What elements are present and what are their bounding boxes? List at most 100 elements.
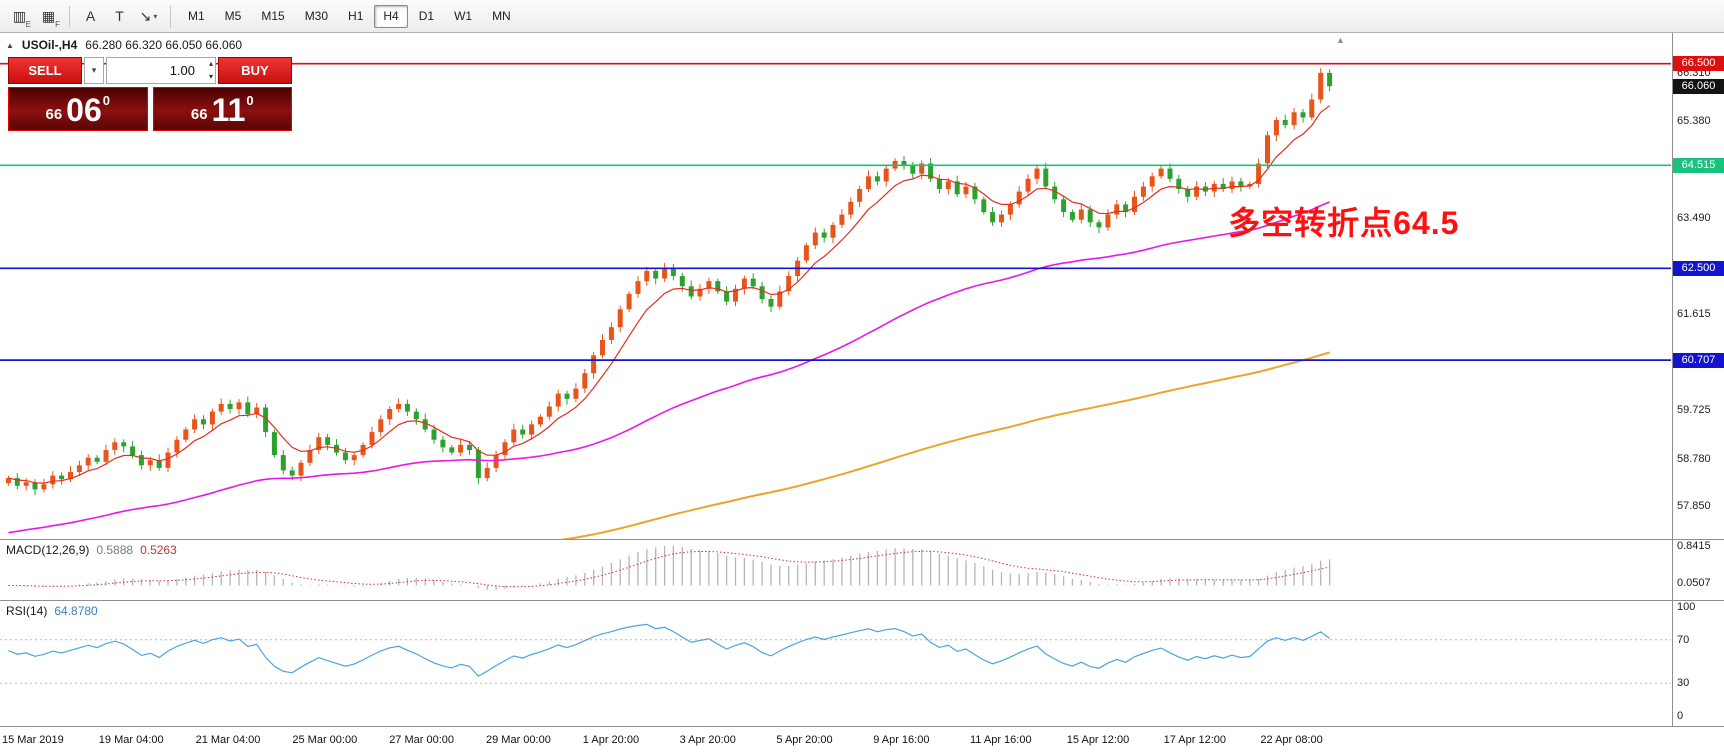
candle-body	[1167, 168, 1173, 179]
rsi-panel: RSI(14) 64.8780 100 70 30 0	[0, 601, 1724, 727]
candle-body	[413, 411, 419, 420]
main-price-axis: 66.310 65.380 63.490 61.615 59.725 58.780 57.8…	[1672, 33, 1724, 539]
candle-body	[1034, 168, 1040, 179]
candle-body	[147, 460, 153, 466]
candle-body	[76, 465, 82, 472]
main-chart-plot[interactable]: ▲ USOil-,H4 66.280 66.320 66.050 66.060 …	[0, 33, 1672, 539]
candle-body	[85, 457, 91, 466]
candle-body	[5, 478, 11, 484]
candle-body	[1016, 191, 1022, 205]
candle-body	[555, 393, 561, 407]
timeframe-m30[interactable]: M30	[304, 9, 329, 23]
ma-slow-orange	[560, 351, 1330, 539]
candle-body	[1238, 181, 1244, 187]
candle-body	[1069, 212, 1075, 220]
candle-body	[803, 245, 809, 261]
candle-body	[546, 406, 552, 417]
time-label: 15 Mar 2019	[2, 734, 64, 746]
candle-body	[1052, 186, 1058, 200]
time-label: 9 Apr 16:00	[873, 734, 930, 746]
volume-input[interactable]	[107, 58, 215, 83]
candle-body	[493, 455, 499, 468]
macd-main-value: 0.5888	[96, 543, 134, 557]
candle-body	[458, 444, 464, 453]
timeframe-m1[interactable]: M1	[188, 9, 205, 23]
sell-button[interactable]: SELL	[8, 57, 82, 84]
candle-body	[218, 403, 224, 412]
time-axis[interactable]: 15 Mar 2019 19 Mar 04:00 21 Mar 04:00 25 Ma…	[0, 727, 1724, 755]
text-box-icon[interactable]: T	[106, 4, 133, 28]
time-label: 22 Apr 08:00	[1260, 734, 1323, 746]
candle-body	[351, 455, 357, 461]
indicator-grid-icon[interactable]: ▦ F	[41, 7, 60, 30]
ma-fast-red	[8, 105, 1330, 484]
candle-body	[972, 186, 978, 200]
buy-quote[interactable]: 66 11 0	[152, 87, 292, 131]
candle-body	[298, 462, 304, 476]
chart-header: ▲ USOil-,H4 66.280 66.320 66.050 66.060	[6, 38, 242, 52]
timeframe-h1[interactable]: H1	[348, 9, 364, 23]
rsi-tick: 100	[1677, 601, 1696, 613]
candle-body	[697, 288, 703, 297]
buy-price-main: 11	[211, 92, 246, 128]
macd-axis: 0.8415 0.0507	[1672, 540, 1724, 600]
candle-body	[600, 340, 605, 356]
candle-body	[138, 455, 144, 466]
drawing-tools-icon[interactable]: ↘ ▾	[135, 4, 162, 28]
candle-body	[573, 388, 579, 399]
candle-body	[50, 475, 56, 485]
rsi-label: RSI(14) 64.8780	[6, 604, 98, 618]
text-label-icon[interactable]: A	[77, 4, 104, 28]
buy-price-sup: 0	[246, 93, 254, 108]
collapse-triangle-icon: ▲	[6, 40, 14, 50]
macd-tick: 0.0507	[1677, 577, 1711, 590]
candle-body	[307, 450, 313, 463]
timeframe-d1[interactable]: D1	[418, 9, 435, 23]
rsi-name: RSI(14)	[6, 604, 48, 618]
time-label: 3 Apr 20:00	[679, 734, 736, 746]
candle-body	[928, 163, 934, 179]
sell-quote[interactable]: 66 06 0	[8, 87, 148, 131]
timeframe-mn[interactable]: MN	[492, 9, 511, 23]
candle-body	[537, 416, 543, 425]
text-label-icon: A	[85, 8, 96, 24]
chart-annotation: 多空转折点64.5	[1228, 205, 1460, 242]
candle-body	[1309, 99, 1315, 118]
price-tick: 65.380	[1677, 115, 1711, 127]
candle-body	[1078, 209, 1084, 220]
candle-body	[963, 186, 969, 195]
candlestick-chart-icon[interactable]: ▥ E	[12, 7, 31, 30]
volume-preset-dropdown[interactable]: ▾	[84, 57, 104, 84]
price-line-label: 66.500	[1673, 56, 1724, 72]
candle-body	[68, 472, 73, 480]
candle-body	[263, 407, 269, 433]
candle-body	[174, 439, 180, 453]
candle-body	[1096, 222, 1102, 228]
candle-body	[520, 429, 526, 435]
timeframe-w1[interactable]: W1	[454, 9, 473, 23]
timeframe-h4[interactable]: H4	[374, 4, 408, 28]
candle-body	[706, 281, 712, 289]
chevron-down-icon: ▾	[91, 65, 97, 75]
macd-panel: MACD(12,26,9) 0.5888 0.5263 0.8415 0.0507	[0, 540, 1724, 601]
candle-body	[1327, 72, 1333, 87]
candle-body	[945, 181, 951, 190]
candle-body	[325, 437, 331, 445]
macd-plot[interactable]: MACD(12,26,9) 0.5888 0.5263	[0, 540, 1672, 600]
timeframe-m5[interactable]: M5	[224, 9, 242, 23]
timeframe-m15[interactable]: M15	[261, 9, 285, 23]
candle-body	[1140, 186, 1146, 197]
candle-body	[112, 442, 118, 450]
buy-button[interactable]: BUY	[218, 57, 292, 84]
symbol-label: USOil-,H4	[21, 38, 78, 52]
volume-decrease-icon[interactable]: ▾	[208, 72, 213, 81]
candle-body	[653, 270, 659, 279]
candle-body	[156, 460, 162, 468]
rsi-plot[interactable]: RSI(14) 64.8780	[0, 601, 1672, 726]
volume-increase-icon[interactable]: ▴	[208, 59, 213, 68]
time-label: 15 Apr 12:00	[1066, 734, 1130, 746]
candle-body	[1025, 178, 1031, 192]
candle-body	[608, 327, 614, 340]
candle-body	[759, 286, 765, 300]
candle-body	[715, 281, 721, 292]
